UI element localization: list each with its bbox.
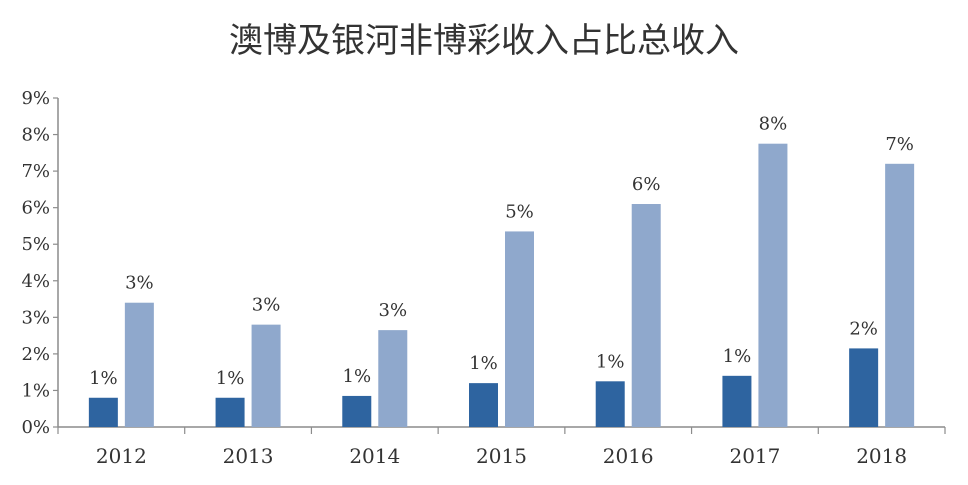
bars <box>88 143 915 428</box>
bar-series-dark <box>88 397 118 427</box>
y-tick-label: 1% <box>21 380 50 401</box>
x-tick-label: 2015 <box>476 444 527 468</box>
y-tick-label: 6% <box>21 198 50 219</box>
bar-series-light <box>885 163 915 428</box>
data-label: 1% <box>89 368 118 389</box>
axes <box>57 98 946 434</box>
bar-series-dark <box>469 383 498 427</box>
data-label: 3% <box>252 295 281 316</box>
x-tick-label: 2013 <box>223 444 274 468</box>
bar-series-light <box>251 324 281 427</box>
y-tick-label: 2% <box>21 344 50 365</box>
data-label: 3% <box>379 300 408 321</box>
x-tick-label: 2014 <box>349 444 400 468</box>
data-label: 1% <box>343 366 372 387</box>
data-label: 6% <box>632 174 661 195</box>
x-tick-label: 2017 <box>729 444 780 468</box>
bar-series-dark <box>215 397 245 427</box>
y-tick-label: 0% <box>21 417 50 438</box>
bar-series-dark <box>849 348 879 427</box>
bar-series-light <box>124 302 154 427</box>
chart-title: 澳博及银河非博彩收入占比总收入 <box>229 21 739 61</box>
bar-series-light <box>758 143 788 427</box>
bar-series-dark <box>722 375 752 427</box>
y-tick-label: 3% <box>21 307 50 328</box>
data-label: 1% <box>216 368 245 389</box>
x-tick-label: 2012 <box>96 444 147 468</box>
y-tick-label: 4% <box>21 271 50 292</box>
y-tick-label: 9% <box>21 88 50 109</box>
bar-series-dark <box>595 381 625 427</box>
y-axis-ticks: 0% 1% 2% 3% 4% 5% 6% 7% 8% 9% <box>21 88 58 438</box>
x-tick-label: 2018 <box>856 444 907 468</box>
y-tick-label: 7% <box>21 161 50 182</box>
data-labels: 1% 1% 1% 1% 1% 1% 2% 3% 3% 3% 5% 6% 8% 7% <box>89 114 914 389</box>
data-label: 1% <box>469 353 498 374</box>
data-label: 5% <box>505 201 534 222</box>
data-label: 3% <box>125 273 154 294</box>
data-label: 1% <box>723 346 752 367</box>
bar-series-light <box>631 204 661 427</box>
y-tick-label: 8% <box>21 125 50 146</box>
data-label: 7% <box>885 134 914 155</box>
bar-series-dark <box>342 395 372 427</box>
y-tick-label: 5% <box>21 234 50 255</box>
data-label: 2% <box>849 318 878 339</box>
bar-series-light <box>378 330 408 427</box>
data-label: 1% <box>596 351 625 372</box>
x-axis-labels: 2012 2013 2014 2015 2016 2017 2018 <box>96 444 907 468</box>
data-label: 8% <box>759 114 788 135</box>
bar-series-light <box>505 231 534 427</box>
x-tick-label: 2016 <box>603 444 654 468</box>
